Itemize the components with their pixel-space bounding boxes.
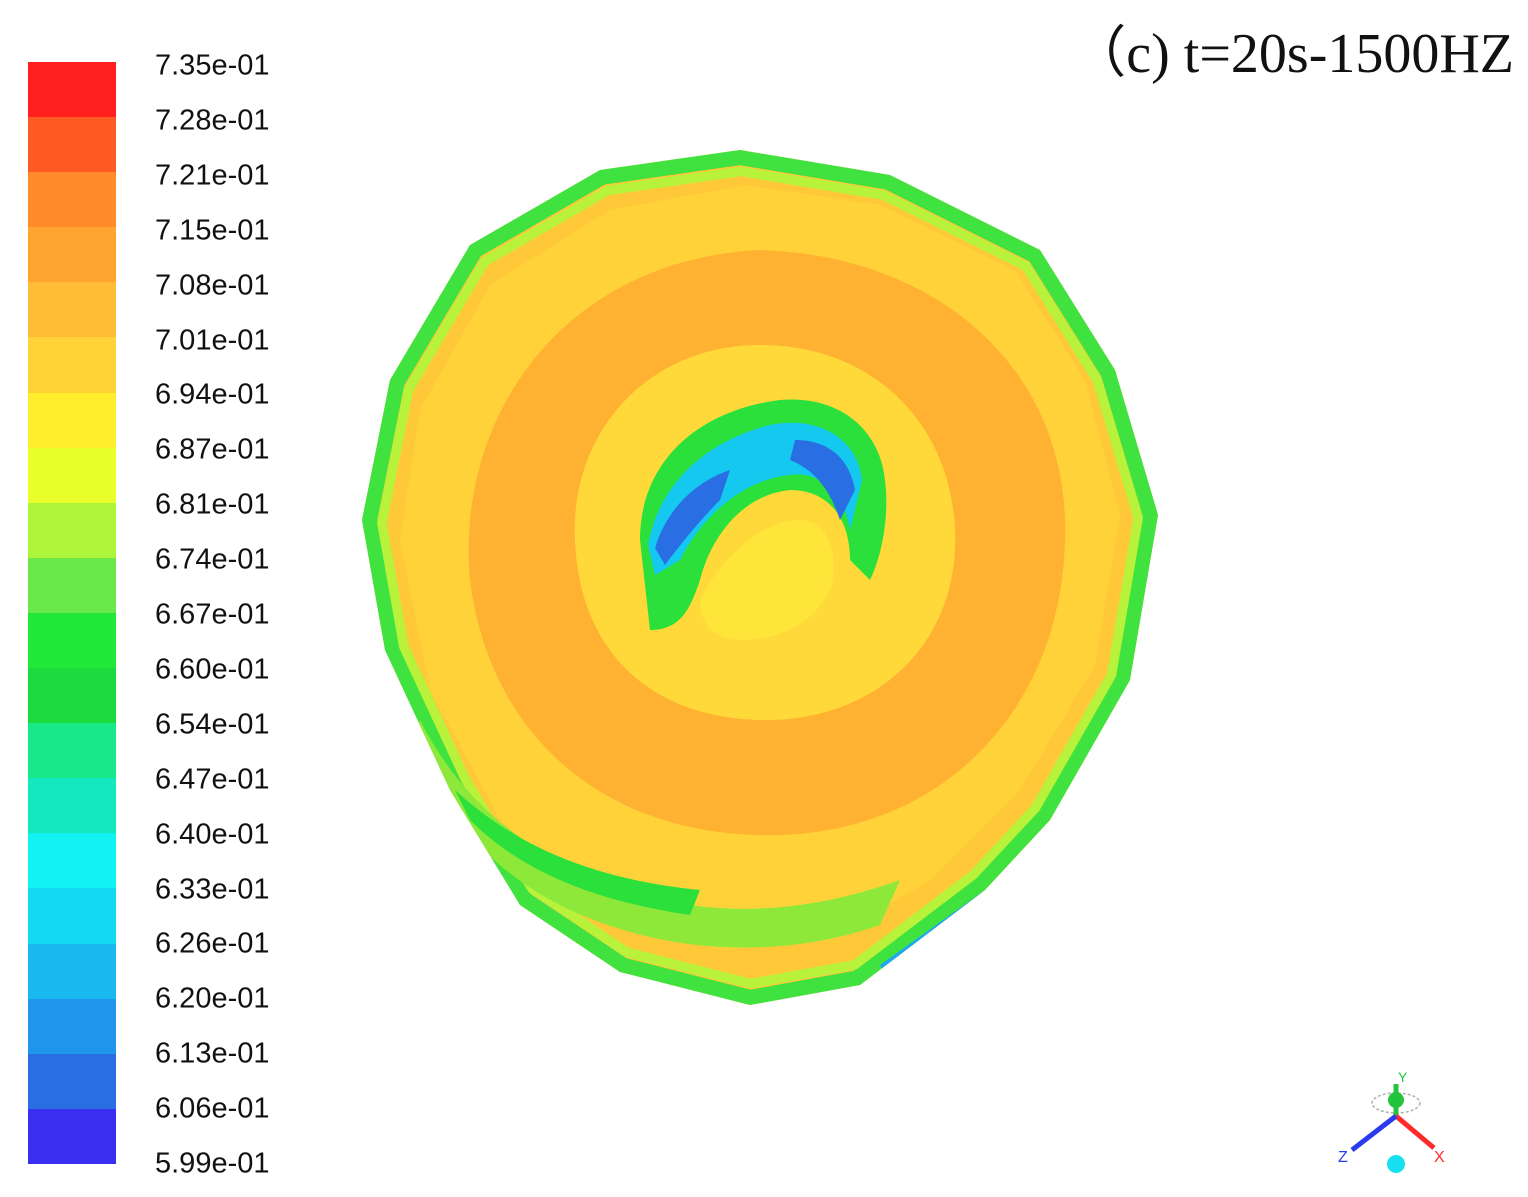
x-axis-label: X (1434, 1149, 1445, 1166)
colorbar-swatch (28, 447, 116, 503)
colorbar-tick-label: 7.28e-01 (155, 104, 270, 137)
colorbar-swatch (28, 337, 116, 393)
colorbar-swatch (28, 62, 116, 118)
colorbar-tick-label: 6.33e-01 (155, 873, 270, 905)
colorbar-tick-label: 7.35e-01 (155, 49, 270, 82)
colorbar-tick-label: 6.13e-01 (155, 1037, 270, 1070)
colorbar-tick-label: 6.40e-01 (155, 818, 270, 851)
colorbar-swatch (28, 833, 116, 889)
hole-center-yellow (700, 520, 834, 640)
x-axis-line (1394, 1114, 1436, 1150)
lower-green-band (455, 790, 700, 915)
colorbar-tick-label: 5.99e-01 (155, 1147, 270, 1180)
colorbar-swatch (28, 668, 116, 724)
colorbar-swatch (28, 778, 116, 834)
colorbar-swatch (28, 612, 116, 669)
colorbar-tick-label: 6.26e-01 (155, 927, 270, 960)
colorbar-tick-label: 6.54e-01 (155, 708, 270, 741)
colorbar-swatch (28, 1053, 116, 1109)
colorbar-tick-label: 6.67e-01 (155, 598, 270, 631)
colorbar-tick-label: 6.06e-01 (155, 1092, 270, 1125)
outer-rim-transition (377, 166, 1143, 989)
colorbar-swatch (28, 117, 116, 173)
origin-marker (1387, 1155, 1405, 1173)
figure-title: （c) t=20s-1500HZ (1070, 23, 1514, 85)
colorbar-swatch (28, 392, 116, 448)
colorbar-swatch (28, 943, 116, 999)
colorbar-tick-label: 6.94e-01 (155, 378, 270, 411)
colorbar-swatch (28, 227, 116, 283)
orange-ring-region (468, 250, 1066, 836)
colorbar-swatch (28, 282, 116, 338)
outer-rim-band (362, 150, 1158, 1005)
colorbar-tick-label: 7.15e-01 (155, 214, 270, 247)
colorbar (28, 62, 116, 1164)
colorbar-tick-label: 6.20e-01 (155, 982, 270, 1015)
colorbar-swatch (28, 888, 116, 944)
hole-blue-left (655, 470, 730, 565)
colorbar-swatch (28, 502, 116, 558)
z-axis-label: Z (1338, 1149, 1348, 1166)
z-axis-line (1350, 1114, 1398, 1152)
colorbar-swatch (28, 998, 116, 1054)
colorbar-tick-label: 6.81e-01 (155, 488, 270, 521)
colorbar-swatch (28, 723, 116, 779)
colorbar-tick-label: 7.08e-01 (155, 269, 270, 302)
colorbar-tick-label: 6.47e-01 (155, 763, 270, 796)
hole-blue-right (790, 440, 855, 520)
axis-triad: Y X Z (1338, 1069, 1445, 1173)
colorbar-tick-label: 6.60e-01 (155, 653, 270, 686)
y-axis-marker (1388, 1092, 1404, 1108)
y-axis-label: Y (1398, 1069, 1408, 1085)
contour-fill (362, 150, 1158, 1005)
colorbar-tick-labels: 7.35e-01 7.28e-01 7.21e-01 7.15e-01 7.08e-01… (155, 0, 315, 1197)
colorbar-tick-label: 6.74e-01 (155, 543, 270, 576)
colorbar-swatch (28, 172, 116, 228)
colorbar-swatch (28, 557, 116, 613)
colorbar-tick-label: 7.01e-01 (155, 324, 270, 356)
colorbar-swatch (28, 1108, 116, 1164)
colorbar-tick-label: 7.21e-01 (155, 159, 270, 192)
colorbar-tick-label: 6.87e-01 (155, 433, 270, 466)
